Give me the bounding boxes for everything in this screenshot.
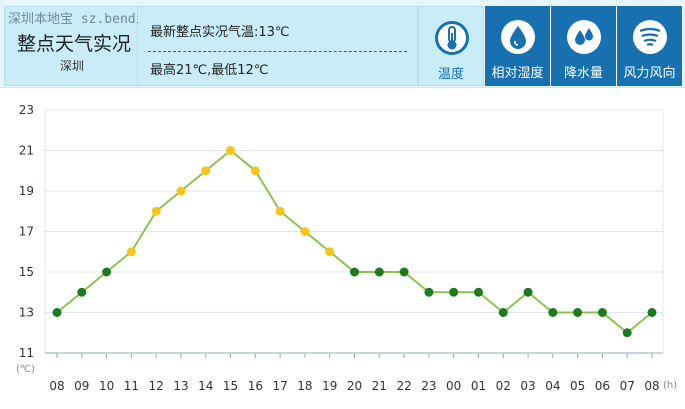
temperature-data-point: [573, 308, 583, 317]
location-panel: 整点天气实况 深圳: [4, 6, 138, 86]
tab-wind[interactable]: 风力风向: [616, 6, 682, 86]
tab-wind-label: 风力风向: [623, 66, 676, 81]
x-tick-label: 12: [149, 379, 164, 393]
temperature-line-chart: 11 13 15 17 19 21 23 (℃) 08 09 10 11 12 13 14 15 16 17 18 1…: [16, 103, 677, 393]
temperature-data-point: [176, 186, 186, 196]
y-tick-label: 21: [19, 144, 34, 158]
x-tick-label: 14: [198, 379, 213, 393]
temperature-data-point: [275, 206, 285, 216]
x-tick-label: 23: [421, 379, 436, 393]
x-tick-label: 20: [347, 379, 362, 393]
x-tick-label: 18: [297, 379, 312, 393]
x-tick-label: 08: [644, 379, 659, 393]
y-axis-unit: (℃): [16, 364, 35, 375]
humidity-icon: [501, 20, 535, 54]
x-tick-label: 03: [520, 379, 535, 393]
y-tick-label: 17: [19, 225, 34, 239]
temperature-data-point: [498, 308, 508, 317]
x-tick-label: 16: [248, 379, 263, 393]
temperature-data-point: [52, 308, 62, 317]
x-tick-label: 21: [372, 379, 387, 393]
y-tick-label: 23: [19, 103, 34, 117]
tab-temperature-label: 温度: [437, 67, 464, 82]
city-name: 深圳: [60, 59, 85, 73]
x-tick-label: 00: [446, 379, 461, 393]
tab-temperature[interactable]: 温度: [418, 6, 484, 86]
temperature-data-point: [102, 267, 112, 277]
temperature-data-point: [449, 287, 459, 297]
x-tick-label: 10: [99, 379, 114, 393]
temperature-data-point: [250, 166, 260, 176]
temperature-data-point: [548, 308, 558, 317]
x-tick-label: 07: [620, 379, 635, 393]
current-temperature-text: 最新整点实况气温:13℃: [150, 25, 290, 40]
x-tick-label: 15: [223, 379, 238, 393]
x-tick-label: 02: [496, 379, 511, 393]
x-tick-label: 04: [545, 379, 560, 393]
temperature-data-point: [399, 267, 409, 277]
temperature-data-point: [597, 308, 607, 317]
dashed-divider: [148, 51, 407, 52]
metric-tabs: 温度 相对湿度 降水量: [418, 6, 682, 86]
tab-precipitation-label: 降水量: [563, 66, 603, 81]
tab-humidity[interactable]: 相对湿度: [484, 6, 550, 86]
x-tick-label: 11: [124, 379, 139, 393]
y-tick-label: 15: [19, 265, 34, 279]
page-title: 整点天气实况: [17, 33, 132, 55]
x-tick-label: 05: [570, 379, 585, 393]
x-tick-label: 19: [322, 379, 337, 393]
temperature-summary-panel: 最新整点实况气温:13℃ 最高21℃,最低12℃: [138, 6, 418, 86]
temperature-data-point: [622, 328, 632, 338]
x-tick-label: 22: [396, 379, 411, 393]
x-tick-label: 13: [173, 379, 188, 393]
x-tick-label: 08: [49, 379, 64, 393]
y-tick-label: 13: [19, 306, 34, 320]
y-tick-label: 11: [19, 346, 34, 360]
x-tick-label: 09: [74, 379, 89, 393]
y-tick-label: 19: [19, 184, 34, 198]
temperature-data-point: [226, 146, 236, 155]
temperature-data-point: [201, 166, 211, 176]
temperature-chart: 11 13 15 17 19 21 23 (℃) 08 09 10 11 12 13 14 15 16 17 18 1…: [0, 88, 685, 405]
temperature-data-point: [473, 287, 483, 297]
temperature-data-point: [126, 247, 136, 257]
rain-drops-icon: [567, 20, 601, 54]
thermometer-icon: [435, 21, 469, 55]
temperature-data-point: [374, 267, 384, 277]
temperature-data-point: [300, 227, 310, 236]
tab-precipitation[interactable]: 降水量: [550, 6, 616, 86]
high-low-temperature-text: 最高21℃,最低12℃: [150, 63, 269, 78]
x-tick-label: 06: [595, 379, 610, 393]
temperature-data-point: [424, 287, 434, 297]
x-axis-unit: (h): [663, 380, 677, 391]
header-bar: 整点天气实况 深圳 深圳本地宝 sz.bendibao.com 最新整点实况气温…: [0, 0, 685, 88]
tab-humidity-label: 相对湿度: [491, 66, 544, 81]
wind-icon: [633, 20, 667, 54]
temperature-data-point: [350, 267, 359, 277]
temperature-data-point: [523, 287, 533, 297]
temperature-data-point: [647, 308, 657, 317]
x-tick-label: 01: [471, 379, 486, 393]
temperature-data-point: [325, 247, 335, 257]
temperature-data-point: [151, 206, 161, 216]
temperature-data-point: [77, 287, 87, 297]
x-tick-label: 17: [272, 379, 287, 393]
